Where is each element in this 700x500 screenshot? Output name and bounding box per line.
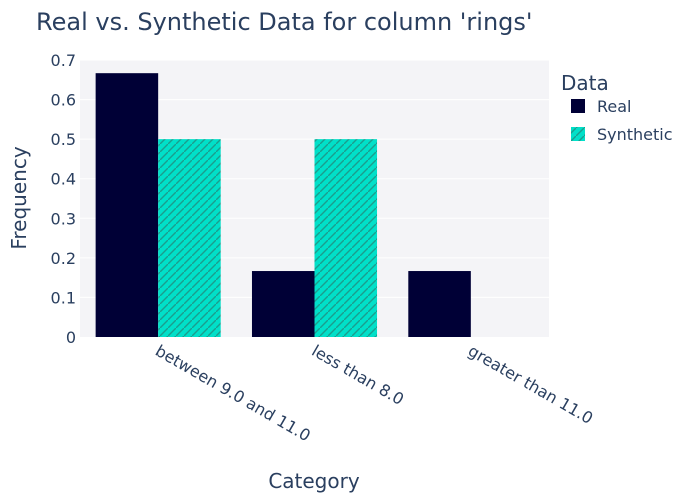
y-tick-label: 0.1 (51, 288, 76, 307)
y-tick-label: 0.7 (51, 51, 76, 70)
x-tick-label: between 9.0 and 11.0 (152, 341, 314, 445)
bar-real-2[interactable] (408, 271, 471, 337)
legend-swatch-real[interactable] (571, 99, 585, 113)
y-tick-label: 0.2 (51, 249, 76, 268)
legend-label-synthetic[interactable]: Synthetic (597, 125, 673, 144)
y-tick-label: 0.5 (51, 130, 76, 149)
y-axis-label: Frequency (7, 146, 31, 249)
y-tick-label: 0.6 (51, 91, 76, 110)
chart-title: Real vs. Synthetic Data for column 'ring… (36, 8, 533, 36)
bar-synthetic-0[interactable] (158, 139, 221, 337)
bar-real-0[interactable] (95, 73, 159, 338)
legend-title: Data (561, 71, 609, 95)
bar-synthetic-1[interactable] (314, 139, 378, 337)
y-tick-label: 0 (66, 328, 76, 347)
bars (95, 73, 471, 338)
x-axis-label: Category (268, 469, 360, 493)
y-tick-labels: 0 0.1 0.2 0.3 0.4 0.5 0.6 0.7 (51, 51, 76, 347)
x-tick-label: greater than 11.0 (465, 341, 597, 428)
x-tick-label: less than 8.0 (309, 341, 408, 409)
legend-swatch-synthetic[interactable] (571, 127, 585, 141)
bar-real-1[interactable] (251, 271, 315, 337)
y-tick-label: 0.3 (51, 209, 76, 228)
legend-label-real[interactable]: Real (597, 97, 632, 116)
legend[interactable]: Data Real Synthetic (561, 71, 673, 144)
y-tick-label: 0.4 (51, 170, 76, 189)
